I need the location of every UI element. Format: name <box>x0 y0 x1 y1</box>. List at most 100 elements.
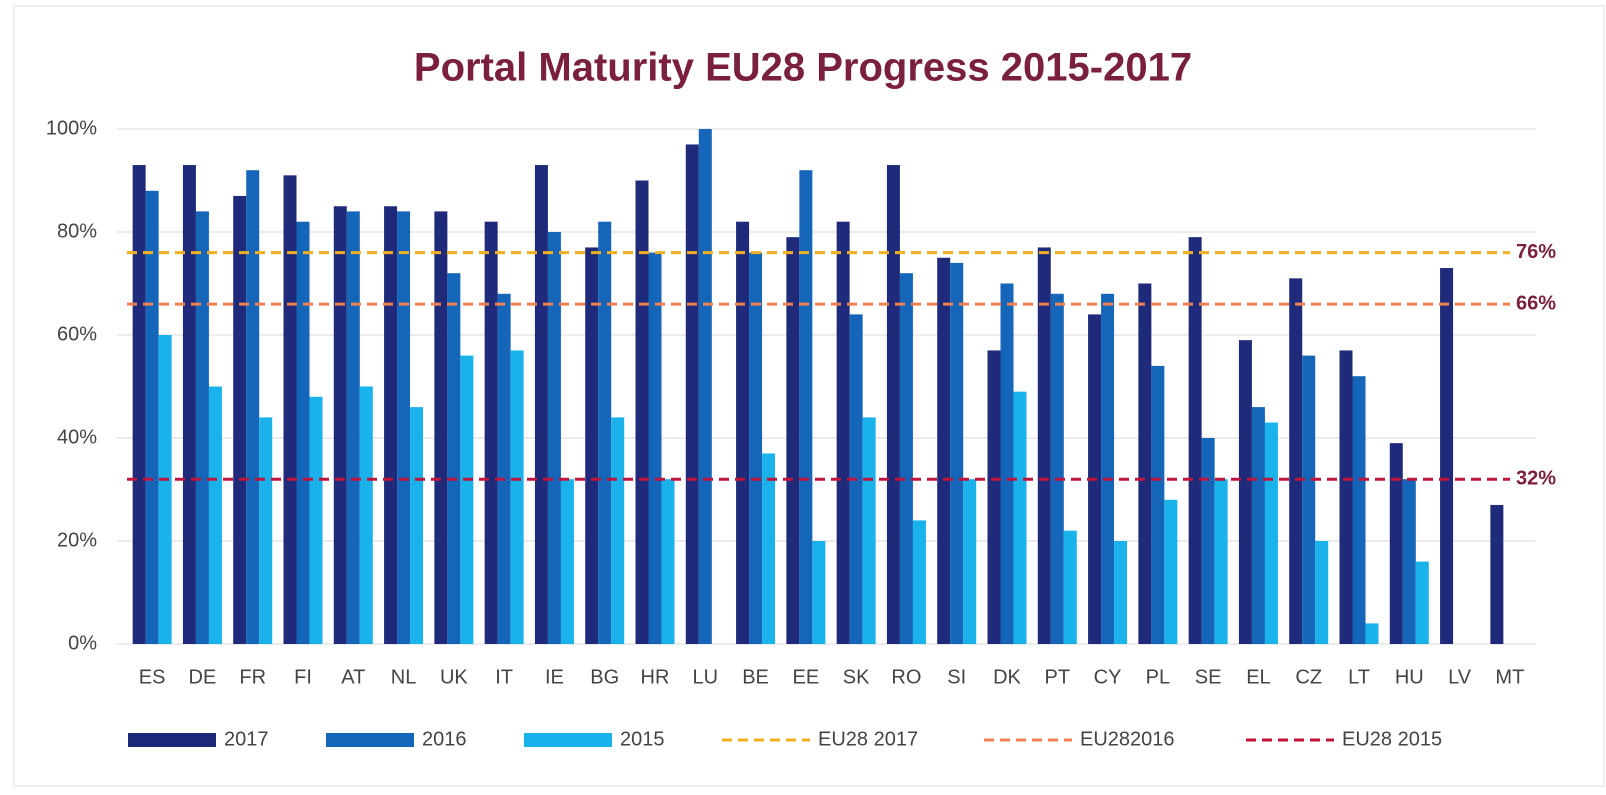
bar <box>1352 376 1366 644</box>
bar <box>460 355 474 644</box>
bar <box>1402 479 1416 644</box>
x-tick-label: HR <box>641 666 670 688</box>
y-tick-label: 60% <box>57 323 97 345</box>
bar <box>359 386 373 644</box>
bar <box>1264 422 1278 644</box>
bar <box>158 335 172 644</box>
bar <box>1000 283 1014 644</box>
x-tick-label: HU <box>1395 666 1424 688</box>
legend-label: EU282016 <box>1080 728 1175 750</box>
bar <box>145 190 159 645</box>
legend-swatch <box>326 733 414 747</box>
bar <box>283 175 297 644</box>
y-tick-label: 0% <box>68 632 97 654</box>
bar <box>434 211 448 644</box>
y-tick-label: 100% <box>46 117 97 139</box>
x-tick-label: ES <box>139 666 166 688</box>
x-tick-label: PL <box>1146 666 1170 688</box>
x-tick-label: IT <box>495 666 513 688</box>
bar <box>799 170 813 644</box>
bar <box>1365 623 1379 644</box>
bar <box>987 350 1001 644</box>
bar <box>698 129 712 644</box>
bar <box>912 520 926 644</box>
bar <box>1490 504 1504 644</box>
x-tick-label: EL <box>1246 666 1270 688</box>
bar <box>1302 355 1316 644</box>
bar <box>611 417 625 644</box>
reference-label: 66% <box>1516 292 1556 314</box>
x-tick-label: UK <box>440 666 468 688</box>
bar <box>1415 561 1429 644</box>
bar <box>1315 541 1329 644</box>
bar <box>749 252 763 644</box>
bar <box>510 350 524 644</box>
bar <box>812 541 826 644</box>
bar <box>560 479 574 644</box>
bar <box>862 417 876 644</box>
bar <box>1114 541 1128 644</box>
bar <box>182 165 196 645</box>
x-tick-label: SE <box>1195 666 1222 688</box>
x-tick-label: LT <box>1348 666 1370 688</box>
bar <box>1214 479 1228 644</box>
bar <box>950 262 964 644</box>
bar <box>937 257 951 644</box>
y-tick-label: 80% <box>57 220 97 242</box>
bar <box>1201 438 1215 644</box>
x-tick-label: BE <box>742 666 769 688</box>
bar <box>598 221 612 644</box>
bar <box>1238 340 1252 644</box>
bar <box>886 165 900 645</box>
bar <box>384 206 398 644</box>
bar <box>635 180 649 644</box>
bar <box>585 247 599 644</box>
bar <box>233 195 247 644</box>
bar <box>497 293 511 644</box>
bar <box>1063 530 1077 644</box>
x-tick-label: CZ <box>1295 666 1322 688</box>
legend-label: 2017 <box>224 728 269 750</box>
chart-title: Portal Maturity EU28 Progress 2015-2017 <box>414 46 1192 90</box>
y-tick-label: 40% <box>57 426 97 448</box>
bar <box>1164 499 1178 644</box>
x-tick-label: MT <box>1495 666 1524 688</box>
legend-swatch <box>524 733 612 747</box>
bar <box>1339 350 1353 644</box>
bar <box>1251 407 1265 644</box>
bar <box>1188 237 1202 644</box>
x-tick-label: NL <box>391 666 417 688</box>
x-tick-label: PT <box>1045 666 1071 688</box>
bar <box>661 479 675 644</box>
bar <box>296 221 310 644</box>
bar <box>899 273 913 644</box>
bar <box>786 237 800 644</box>
y-tick-label: 20% <box>57 529 97 551</box>
legend-label: EU28 2017 <box>818 728 918 750</box>
bar <box>208 386 222 644</box>
legend-label: 2015 <box>620 728 665 750</box>
bar <box>534 165 548 645</box>
bar <box>246 170 260 644</box>
x-tick-label: EE <box>793 666 820 688</box>
x-tick-label: LU <box>692 666 718 688</box>
bar <box>346 211 360 644</box>
x-tick-label: DK <box>993 666 1021 688</box>
bar <box>1440 268 1454 644</box>
x-tick-label: FI <box>294 666 312 688</box>
reference-label: 32% <box>1516 467 1556 489</box>
bar <box>1037 247 1051 644</box>
bar <box>1389 443 1403 644</box>
bar <box>685 144 699 644</box>
bar <box>1289 278 1303 644</box>
x-tick-label: DE <box>189 666 217 688</box>
legend-label: EU28 2015 <box>1342 728 1442 750</box>
x-tick-label: IE <box>545 666 564 688</box>
bar <box>963 479 977 644</box>
x-tick-label: BG <box>590 666 619 688</box>
bar <box>397 211 411 644</box>
bar <box>836 221 850 644</box>
bar <box>1050 293 1064 644</box>
bar <box>1013 391 1027 644</box>
